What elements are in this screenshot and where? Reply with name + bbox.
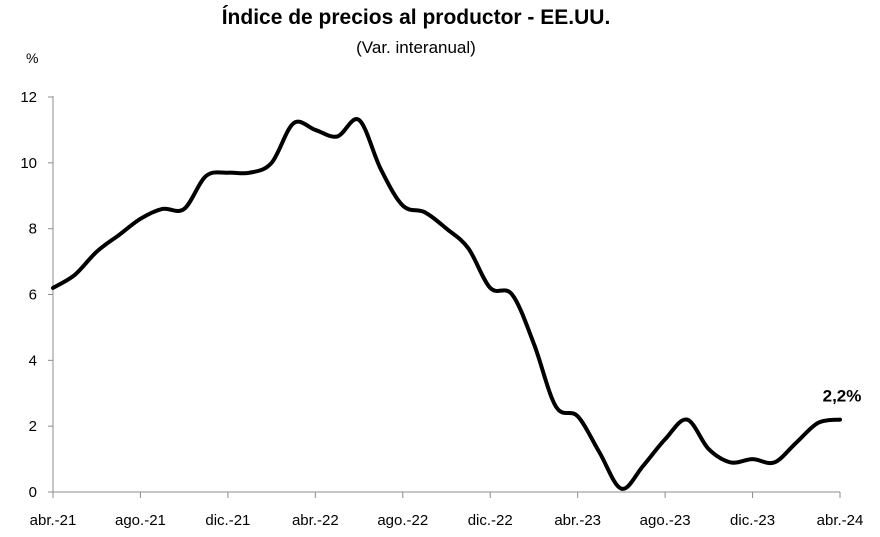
x-axis-ticks: abr.-21 ago.-21 dic.-21 abr.-22 ago.-22 dic.-… [30, 492, 864, 529]
x-tick-label: ago.-23 [640, 512, 691, 529]
y-tick-label: 10 [20, 155, 37, 172]
x-tick-label: abr.-22 [292, 512, 339, 529]
chart-title: Índice de precios al productor - EE.UU. [221, 6, 611, 29]
x-tick-label: dic.-23 [730, 512, 775, 529]
x-tick-label: abr.-24 [817, 512, 864, 529]
y-tick-label: 2 [29, 418, 37, 435]
x-tick-label: dic.-21 [205, 512, 250, 529]
last-value-label: 2,2% [823, 387, 862, 406]
series-line [51, 117, 842, 491]
x-tick-label: abr.-21 [30, 512, 77, 529]
y-tick-label: 0 [29, 484, 37, 501]
data-labels: 2,2% [823, 387, 862, 406]
series-layer [51, 117, 842, 491]
axes [52, 96, 840, 493]
y-tick-label: 4 [29, 352, 37, 369]
y-axis-ticks: 0 2 4 6 8 10 12 [20, 89, 53, 501]
y-tick-label: 8 [29, 221, 37, 238]
x-tick-label: ago.-21 [115, 512, 166, 529]
x-tick-label: abr.-23 [554, 512, 601, 529]
x-tick-label: ago.-22 [377, 512, 428, 529]
y-unit-label: % [26, 50, 39, 66]
x-tick-label: dic.-22 [468, 512, 513, 529]
y-tick-label: 12 [20, 89, 37, 106]
chart-subtitle: (Var. interanual) [356, 38, 476, 57]
y-tick-label: 6 [29, 287, 37, 304]
